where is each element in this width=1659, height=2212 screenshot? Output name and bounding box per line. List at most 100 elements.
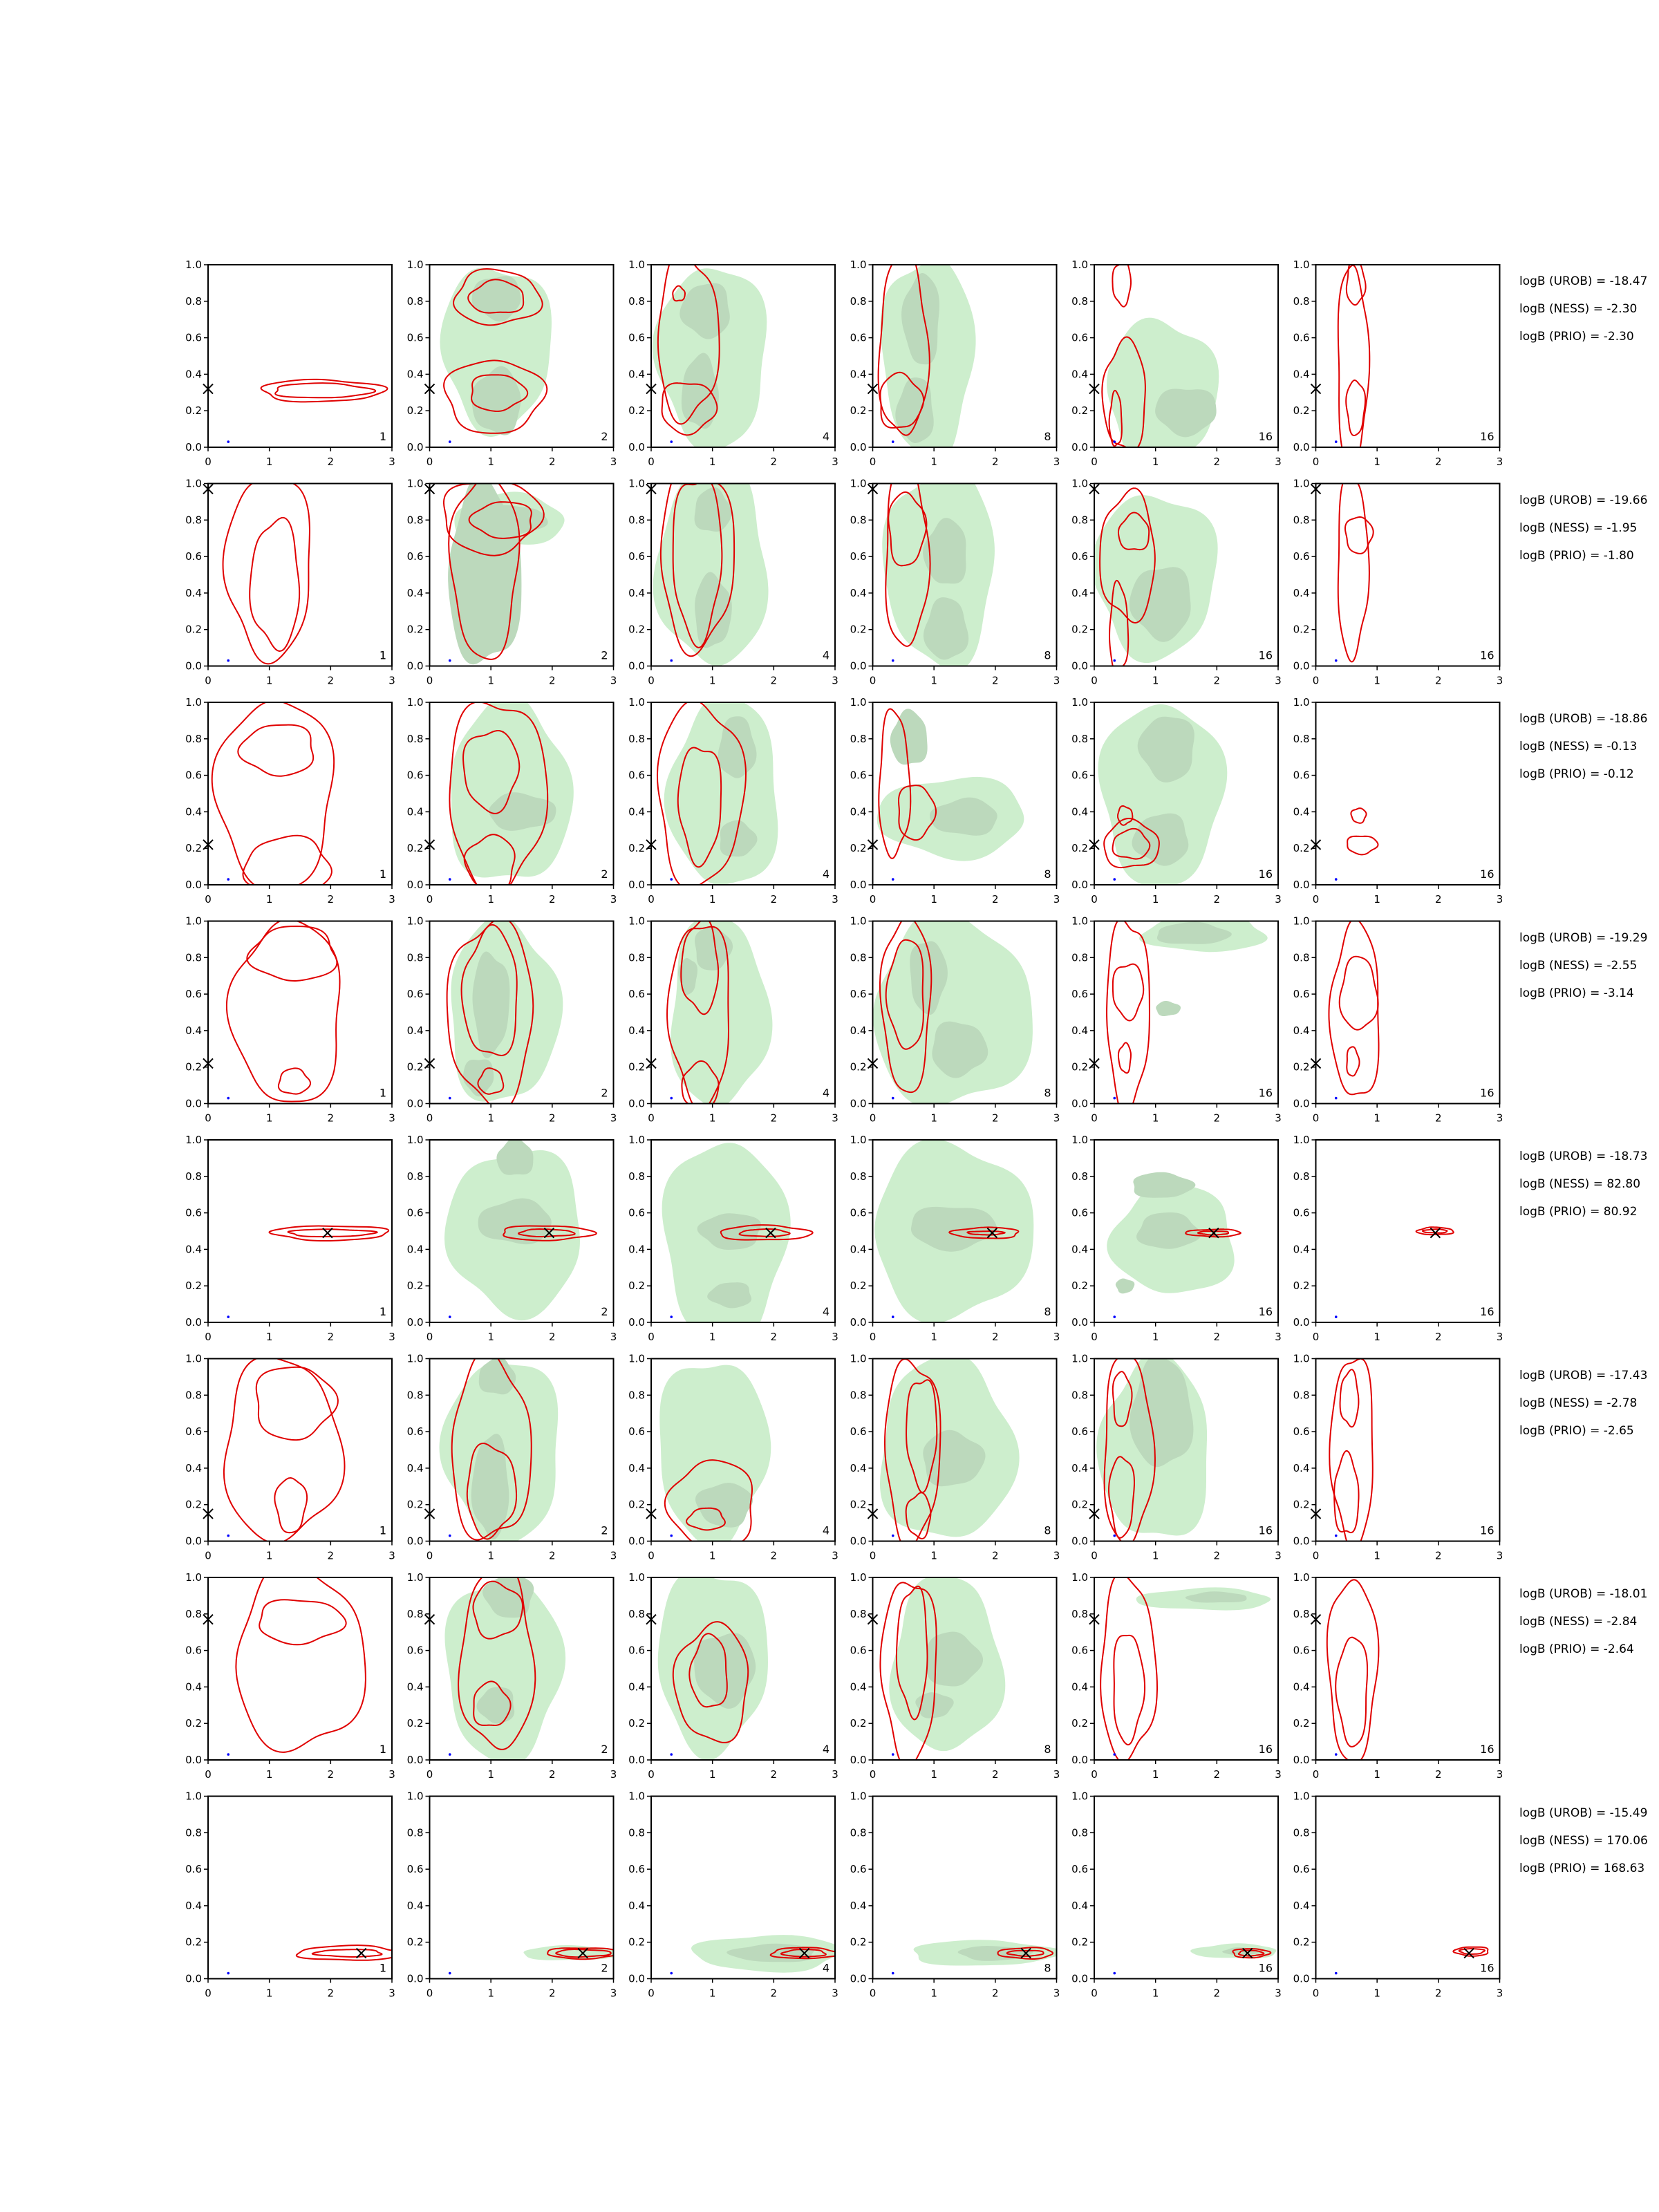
x-tick-label: 3: [1497, 1768, 1503, 1781]
x-tick-label: 0: [1091, 1550, 1098, 1562]
y-tick-label: 0.2: [185, 624, 202, 636]
plot-area: [1326, 1579, 1380, 1760]
panel-label: 4: [823, 430, 830, 443]
x-tick-label: 3: [832, 893, 838, 906]
contour-line: [451, 1358, 532, 1541]
y-tick-label: 0.4: [1071, 1024, 1088, 1037]
panel-label: 8: [1044, 649, 1051, 662]
x-tick-label: 1: [1152, 675, 1159, 687]
logb-value: logB (UROB) = -17.43: [1519, 1368, 1648, 1382]
x-tick-label: 0: [1313, 1768, 1320, 1781]
panel-label: 16: [1259, 868, 1273, 881]
y-tick-label: 0.6: [407, 1425, 424, 1438]
data-point: [891, 440, 894, 443]
axes-frame: [1094, 1358, 1279, 1542]
contour-line: [274, 382, 377, 399]
logb-value: logB (NESS) = -2.78: [1519, 1396, 1638, 1410]
axes-frame: [429, 264, 615, 448]
y-tick-label: 0.0: [185, 1316, 202, 1329]
panel-r6-c2: 0 1 2 3 0.0 0.2 0.4 0.6 0.8 1.0 2: [407, 1353, 617, 1562]
axes-frame: [429, 1795, 615, 1980]
density-fill-inner: [910, 941, 948, 1015]
axes-frame: [207, 702, 393, 885]
x-tick-label: 1: [709, 675, 716, 687]
data-point: [670, 1534, 673, 1537]
panel-r6-c1: 0 1 2 3 0.0 0.2 0.4 0.6 0.8 1.0 1: [185, 1353, 395, 1562]
y-tick-label: 0.4: [628, 368, 645, 380]
x-tick-label: 0: [870, 1768, 877, 1781]
y-tick-label: 1.0: [1293, 696, 1310, 709]
y-tick-label: 0.0: [1071, 660, 1088, 673]
x-tick-label: 0: [870, 1112, 877, 1125]
y-tick-label: 0.4: [850, 1900, 867, 1912]
x-tick-label: 0: [1091, 1331, 1098, 1343]
y-tick-label: 0.6: [850, 1425, 867, 1438]
y-tick-label: 0.6: [1071, 1863, 1088, 1875]
y-tick-label: 0.0: [850, 1535, 867, 1548]
y-tick-label: 0.8: [1071, 1608, 1088, 1620]
y-tick-label: 1.0: [628, 696, 645, 709]
y-tick-label: 0.2: [1071, 1499, 1088, 1511]
y-tick-label: 0.4: [850, 1680, 867, 1693]
density-fill-inner: [932, 1021, 988, 1078]
axes-frame: [1094, 1139, 1279, 1323]
x-tick-label: 1: [266, 1550, 273, 1562]
contour-line: [1108, 389, 1123, 447]
panel-label: 16: [1259, 649, 1273, 662]
contour-line: [453, 268, 543, 326]
x-tick-label: 2: [328, 1768, 335, 1781]
x-tick-label: 0: [1313, 675, 1320, 687]
y-tick-label: 0.6: [1071, 988, 1088, 1000]
plot-area: [222, 483, 310, 665]
y-tick-label: 0.4: [185, 587, 202, 599]
y-tick-label: 1.0: [628, 915, 645, 928]
x-tick-label: 3: [610, 1331, 617, 1343]
x-tick-label: 2: [549, 456, 556, 468]
y-tick-label: 0.4: [407, 1900, 424, 1912]
contour-line: [666, 926, 730, 1104]
contour-line: [1117, 1042, 1132, 1074]
contour-line: [1103, 1358, 1156, 1541]
x-tick-label: 0: [648, 456, 655, 468]
contour-line: [1006, 1949, 1044, 1957]
y-tick-label: 0.0: [1071, 1316, 1088, 1329]
y-tick-label: 0.6: [185, 1644, 202, 1657]
panel-r3-c2: 0 1 2 30.00.20.40.60.81.02: [407, 696, 617, 906]
contour-line: [1113, 1634, 1146, 1745]
y-tick-label: 0.2: [1071, 404, 1088, 417]
x-tick-label: 2: [328, 1112, 335, 1125]
x-tick-label: 1: [709, 1331, 716, 1343]
axes-frame: [872, 1358, 1058, 1542]
y-tick-label: 0.2: [628, 1936, 645, 1949]
x-tick-label: 0: [1313, 1987, 1320, 2000]
x-tick-label: 1: [1152, 1987, 1159, 2000]
x-tick-label: 0: [648, 1331, 655, 1343]
plot-area: [449, 702, 574, 885]
axes-frame: [872, 1577, 1058, 1761]
contour-line: [1415, 1226, 1454, 1236]
x-tick-label: 2: [992, 675, 999, 687]
y-tick-label: 0.2: [185, 842, 202, 854]
y-tick-label: 0.0: [1071, 1973, 1088, 1985]
contour-line: [1197, 1230, 1230, 1236]
x-tick-label: 1: [930, 456, 937, 468]
plot-area: [1190, 1943, 1277, 1959]
y-tick-label: 0.6: [1071, 1207, 1088, 1219]
plot-area: [440, 268, 552, 437]
panel-label: 4: [823, 1524, 830, 1537]
contour-line: [895, 1585, 928, 1721]
x-tick-label: 0: [1313, 1331, 1320, 1343]
axes-frame: [1315, 1139, 1501, 1323]
y-tick-label: 0.0: [185, 1973, 202, 1985]
y-tick-label: 0.0: [850, 1098, 867, 1110]
y-tick-label: 0.6: [850, 1644, 867, 1657]
axes-frame: [1315, 1577, 1501, 1761]
contour-line: [211, 702, 335, 885]
y-tick-label: 0.6: [407, 769, 424, 782]
contour-line: [997, 1947, 1054, 1960]
x-tick-label: 1: [930, 1987, 937, 2000]
y-tick-label: 0.8: [1071, 951, 1088, 964]
x-tick-label: 1: [1374, 456, 1380, 468]
contour-line: [255, 1366, 339, 1441]
y-tick-label: 0.0: [628, 879, 645, 891]
